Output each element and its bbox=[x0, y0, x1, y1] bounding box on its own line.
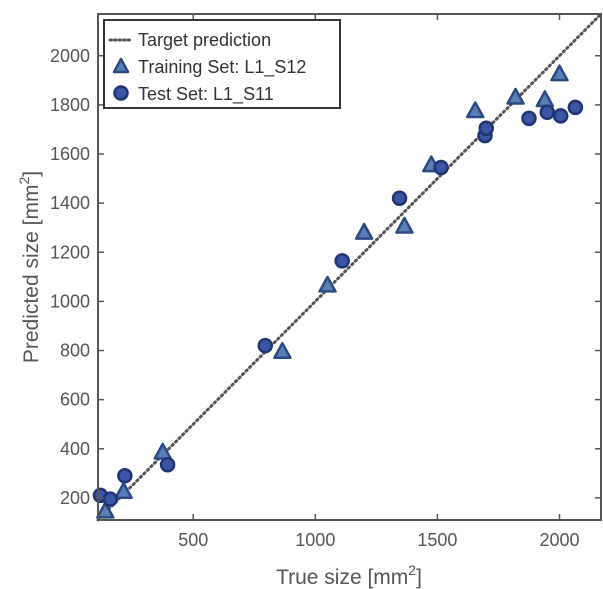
legend-target-line-label: Target prediction bbox=[138, 30, 271, 50]
training-point bbox=[153, 442, 172, 460]
legend-training-marker bbox=[112, 57, 130, 74]
legend: Target prediction Training Set: L1_S12 T… bbox=[103, 19, 341, 109]
test-point bbox=[567, 99, 584, 116]
y-tick-label: 400 bbox=[60, 439, 90, 459]
training-point bbox=[506, 87, 525, 105]
x-axis-title-end: ] bbox=[416, 566, 422, 589]
test-point bbox=[334, 253, 350, 269]
test-point bbox=[539, 104, 556, 121]
test-point bbox=[117, 468, 133, 484]
x-tick-label: 2000 bbox=[539, 530, 579, 550]
legend-training-label: Training Set: L1_S12 bbox=[138, 57, 306, 78]
y-axis-title-main: Predicted size [mm bbox=[20, 185, 43, 364]
training-point bbox=[273, 341, 292, 359]
test-point bbox=[257, 337, 274, 354]
y-tick-label: 1800 bbox=[50, 95, 90, 115]
training-point bbox=[96, 501, 115, 519]
x-ticks: 500 1000 1500 2000 bbox=[178, 14, 580, 550]
training-point bbox=[395, 216, 414, 234]
x-tick-label: 500 bbox=[178, 530, 208, 550]
y-axis-title: Predicted size [mm2] bbox=[16, 171, 43, 363]
y-tick-label: 1000 bbox=[50, 291, 90, 311]
y-axis-title-end: ] bbox=[20, 171, 43, 177]
y-tick-label: 200 bbox=[60, 488, 90, 508]
x-axis-title-main: True size [mm bbox=[276, 566, 408, 589]
test-point bbox=[102, 491, 118, 507]
y-tick-label: 600 bbox=[60, 390, 90, 410]
test-point bbox=[552, 108, 569, 124]
points-layer bbox=[92, 64, 584, 519]
x-axis-title: True size [mm2] bbox=[276, 562, 422, 589]
y-tick-label: 1600 bbox=[50, 144, 90, 164]
test-point bbox=[478, 120, 494, 136]
plot-frame bbox=[97, 13, 602, 521]
y-ticks: 200 400 600 800 1000 1200 1400 1600 1800 2000 bbox=[50, 46, 601, 508]
y-tick-label: 1200 bbox=[50, 242, 90, 262]
training-point bbox=[550, 64, 569, 82]
legend-box bbox=[103, 19, 341, 109]
y-tick-label: 1400 bbox=[50, 193, 90, 213]
test-point bbox=[391, 190, 408, 206]
x-tick-label: 1500 bbox=[417, 530, 457, 550]
y-tick-label: 800 bbox=[60, 341, 90, 361]
x-axis-title-sup: 2 bbox=[408, 562, 416, 578]
legend-test-label: Test Set: L1_S11 bbox=[138, 84, 274, 105]
training-point bbox=[354, 222, 374, 240]
y-axis-title-sup: 2 bbox=[16, 177, 32, 185]
test-point bbox=[433, 159, 449, 176]
training-point bbox=[466, 101, 485, 119]
training-point bbox=[114, 482, 133, 500]
legend-test-marker bbox=[113, 85, 129, 101]
test-point bbox=[521, 110, 537, 127]
test-point bbox=[159, 456, 176, 473]
training-point bbox=[318, 275, 337, 293]
x-tick-label: 1000 bbox=[295, 530, 335, 550]
y-tick-label: 2000 bbox=[50, 46, 90, 66]
